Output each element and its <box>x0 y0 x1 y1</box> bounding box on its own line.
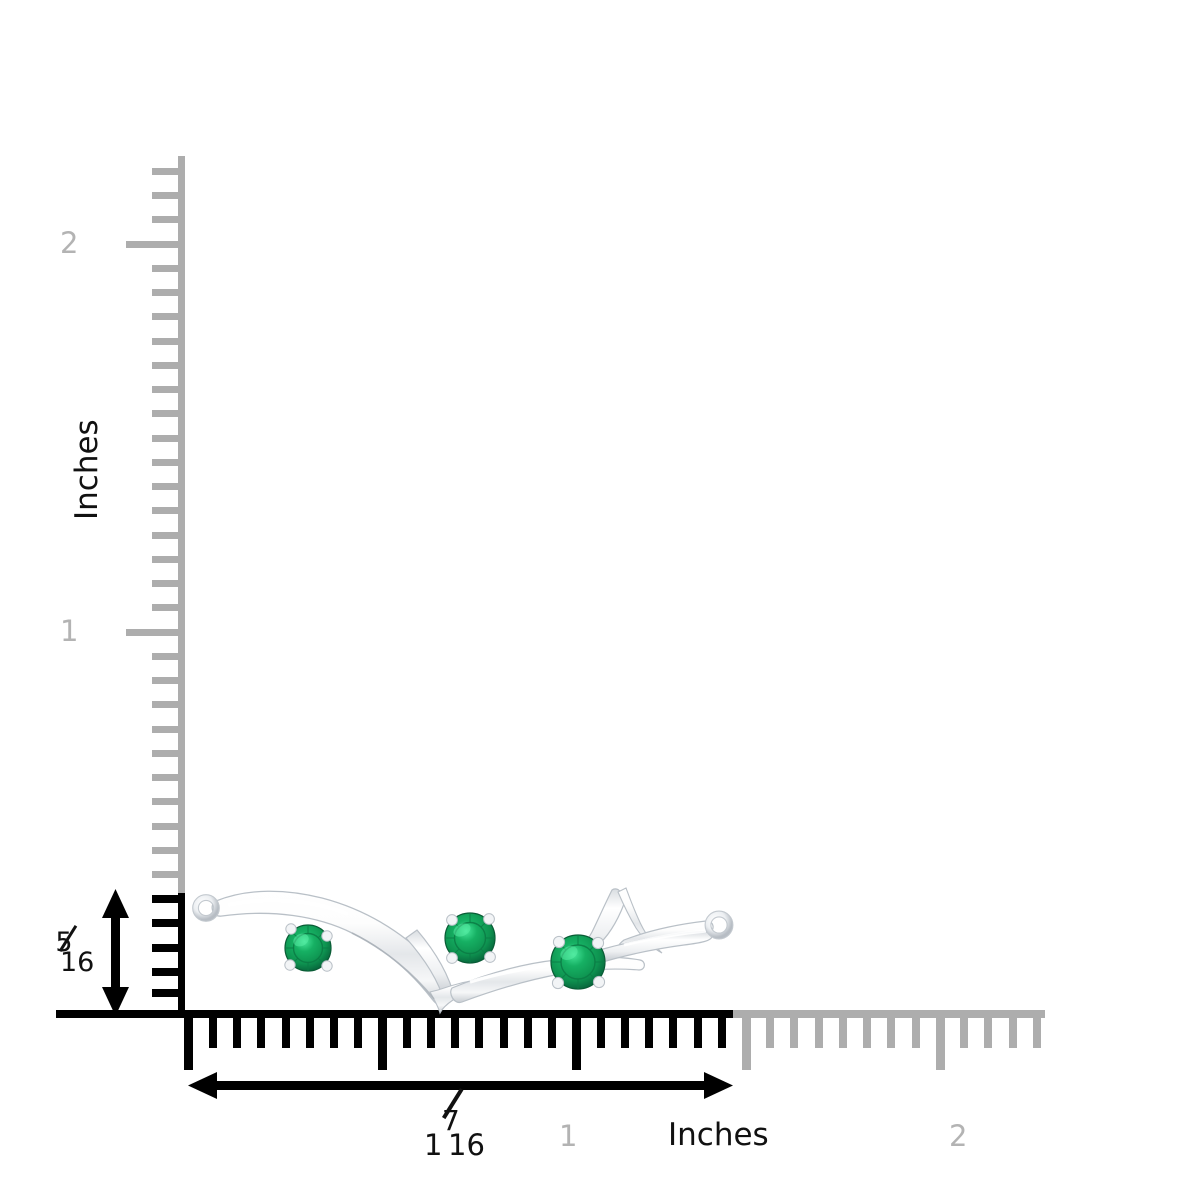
width-measurement-denominator: 16 <box>448 1128 485 1162</box>
horizontal-ruler-major-ticks-inactive <box>742 1018 945 1070</box>
width-measurement-label: 1 7 16 <box>422 1088 502 1162</box>
horizontal-axis-title: Inches <box>668 1117 769 1153</box>
horizontal-ruler-minor-ticks-active <box>209 1018 726 1048</box>
horizontal-ruler <box>56 1010 1045 1070</box>
metal-highlight-left <box>227 898 349 916</box>
vertical-ruler-major-ticks-inactive <box>126 241 180 636</box>
horizontal-ruler-minor-ticks-inactive <box>766 1018 1041 1048</box>
metal-shadow-edge <box>351 932 435 1000</box>
gemstone-right <box>550 934 606 990</box>
height-measurement-label: 5 16 <box>48 924 95 979</box>
jump-ring-right-outline <box>704 910 734 940</box>
jewelry-branch-link <box>192 887 734 1015</box>
jump-ring-left-outline <box>192 894 220 922</box>
gemstone-left <box>284 923 333 972</box>
jump-ring-left <box>192 894 220 922</box>
metal-highlight-right <box>623 929 707 947</box>
gemstone-left-prongs <box>284 923 333 972</box>
width-measurement-arrow <box>188 1072 733 1099</box>
height-measurement-denominator: 16 <box>60 947 95 979</box>
jump-ring-right-inner-outline <box>710 916 728 934</box>
horizontal-ruler-label-1: 1 <box>559 1119 578 1153</box>
vertical-ruler <box>126 156 185 1017</box>
height-measurement-arrow <box>102 889 129 1016</box>
vertical-ruler-label-2: 2 <box>60 226 79 260</box>
branch-thorn-spike <box>617 887 663 954</box>
horizontal-ruler-major-ticks-active <box>184 1018 581 1070</box>
jump-ring-left-inner-outline <box>197 899 215 917</box>
vertical-ruler-spine-active <box>178 893 185 1017</box>
gemstone-center <box>444 912 496 964</box>
horizontal-ruler-baseline-active <box>56 1010 733 1018</box>
jump-ring-right <box>705 911 733 939</box>
vertical-ruler-ticks-active <box>152 895 182 997</box>
vertical-ruler-label-1: 1 <box>60 614 79 648</box>
vertical-axis-title: Inches <box>69 419 105 520</box>
horizontal-ruler-baseline-inactive <box>733 1010 1045 1018</box>
vertical-ruler-spine-inactive <box>178 156 185 893</box>
gemstone-center-prongs <box>446 913 496 964</box>
gemstone-right-prongs <box>551 935 606 990</box>
width-measurement-whole: 1 <box>424 1128 443 1162</box>
horizontal-ruler-label-2: 2 <box>949 1119 968 1153</box>
vertical-ruler-minor-ticks-inactive <box>152 168 180 878</box>
